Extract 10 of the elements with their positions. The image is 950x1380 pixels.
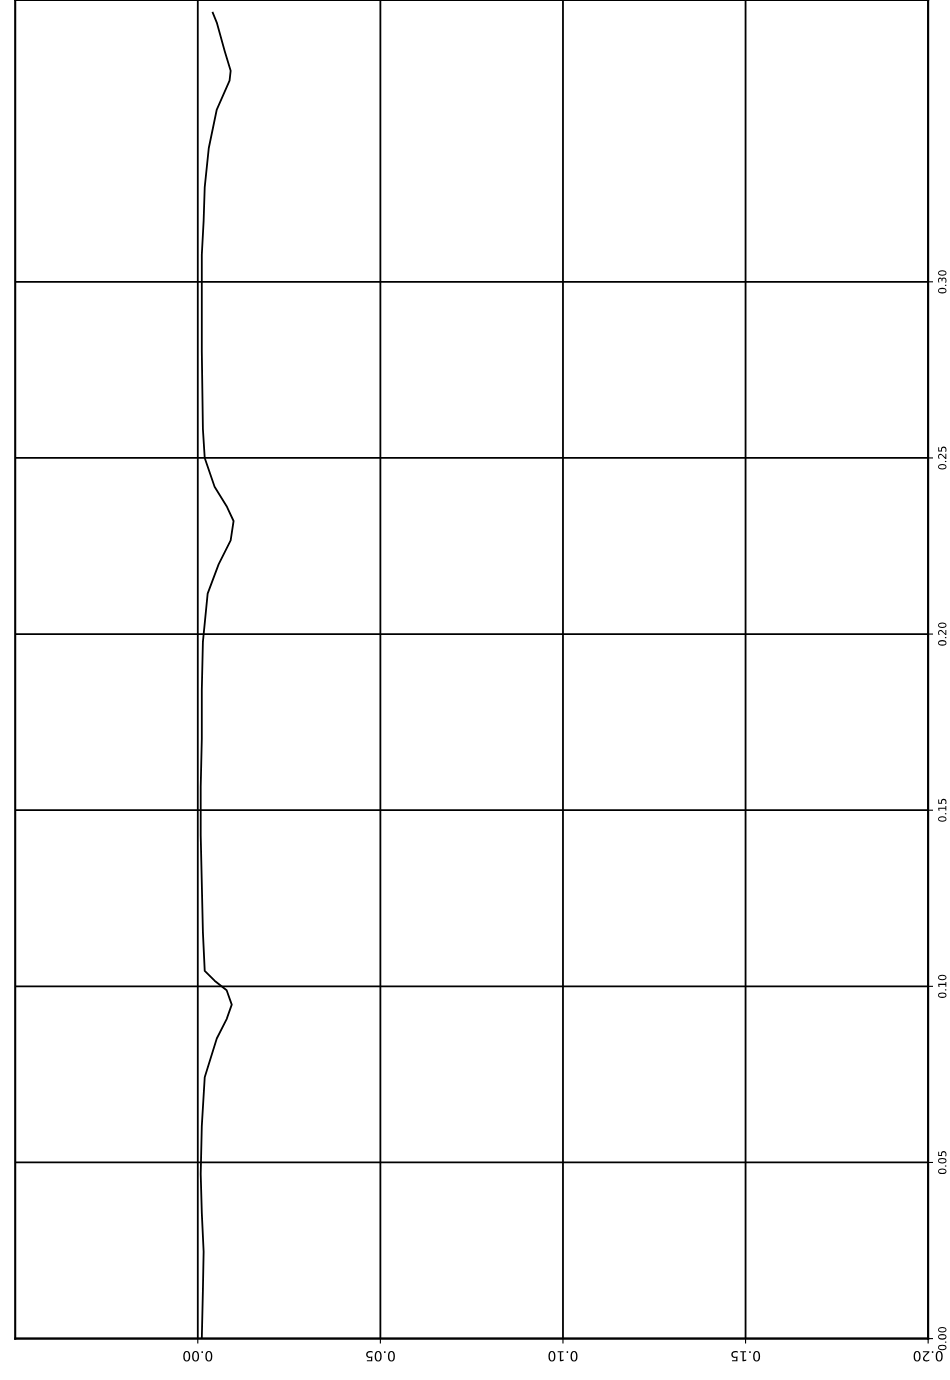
y-tick-label: 0.15 — [938, 798, 947, 822]
x-tick-label: 0.05 — [366, 1351, 395, 1362]
x-tick-label: 0.15 — [731, 1351, 761, 1362]
x-tick-label: 0.00 — [183, 1351, 213, 1362]
y-tick-label: 0.20 — [938, 622, 947, 646]
x-tick-label: 0.10 — [548, 1351, 578, 1362]
y-tick-label: 0.30 — [938, 270, 947, 294]
y-tick-label: 0.25 — [938, 446, 947, 470]
y-tick-label: 0.10 — [938, 974, 947, 998]
y-tick-label: 0.05 — [938, 1151, 947, 1175]
